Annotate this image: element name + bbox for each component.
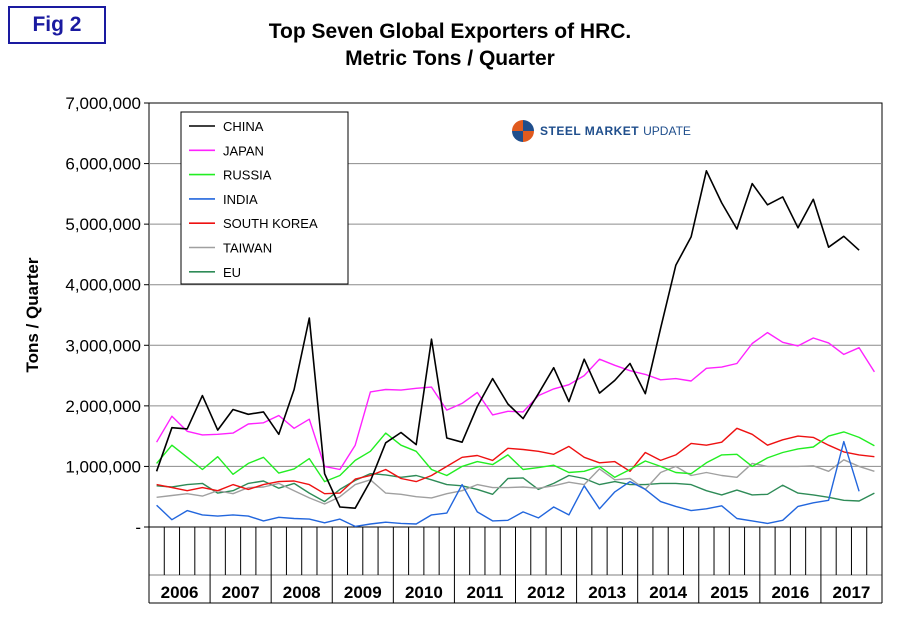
legend: CHINA JAPAN RUSSIA INDIA SOUTH KOREA TAIWAN EU: [180, 111, 349, 285]
legend-label: JAPAN: [223, 143, 264, 158]
figure-label: Fig 2: [8, 6, 106, 44]
legend-box: [180, 111, 349, 285]
series-line-south-korea: [156, 427, 875, 495]
chart-title: Top Seven Global Exporters of HRC. Metri…: [150, 18, 750, 72]
x-tick-label-year: 2017: [833, 583, 871, 602]
chart-title-line-1: Top Seven Global Exporters of HRC.: [268, 20, 632, 43]
series-line-taiwan: [156, 459, 875, 505]
x-tick-label-year: 2016: [771, 583, 809, 602]
y-tick-label: 3,000,000: [65, 336, 141, 355]
logo-text-light: UPDATE: [643, 124, 691, 138]
x-tick-label-year: 2008: [283, 583, 321, 602]
y-tick-label: 7,000,000: [65, 94, 141, 113]
series-line-china: [155, 170, 860, 510]
x-tick-label-year: 2006: [161, 583, 199, 602]
x-tick-label-year: 2007: [222, 583, 260, 602]
x-axis: 2006 2007 2008 2009 2010 2011 2012 2013 2014 2015…: [148, 527, 883, 604]
y-axis-title: Tons / Quarter: [23, 257, 42, 372]
logo-globe-icon: [512, 120, 534, 142]
series-line-india: [156, 440, 860, 528]
y-axis-ticks: - 1,000,000 2,000,000 3,000,000 4,000,000 5,0…: [65, 94, 149, 537]
series-line-russia: [156, 431, 875, 483]
legend-label: SOUTH KOREA: [223, 216, 318, 231]
legend-label: INDIA: [223, 192, 258, 207]
y-tick-label: 6,000,000: [65, 155, 141, 174]
series-line-eu: [156, 473, 875, 503]
y-tick-label: 4,000,000: [65, 276, 141, 295]
y-tick-label: -: [135, 518, 141, 537]
x-tick-label-year: 2009: [344, 583, 382, 602]
legend-label: TAIWAN: [223, 241, 272, 256]
logo-text-bold: STEEL MARKET: [540, 124, 640, 138]
x-tick-label-year: 2012: [527, 583, 565, 602]
steel-market-update-logo: STEEL MARKET UPDATE: [512, 118, 691, 144]
y-tick-label: 1,000,000: [65, 457, 141, 476]
y-tick-label: 2,000,000: [65, 397, 141, 416]
y-tick-label: 5,000,000: [65, 215, 141, 234]
x-tick-label-year: 2013: [588, 583, 626, 602]
legend-label: RUSSIA: [223, 168, 272, 183]
x-tick-label-year: 2011: [467, 583, 504, 602]
series-lines: [155, 170, 875, 528]
x-tick-label-year: 2015: [710, 583, 748, 602]
legend-label: CHINA: [223, 119, 264, 134]
chart-title-line-2: Metric Tons / Quarter: [345, 47, 555, 70]
legend-label: EU: [223, 265, 241, 280]
x-tick-label-year: 2014: [649, 583, 687, 602]
x-tick-label-year: 2010: [405, 583, 443, 602]
